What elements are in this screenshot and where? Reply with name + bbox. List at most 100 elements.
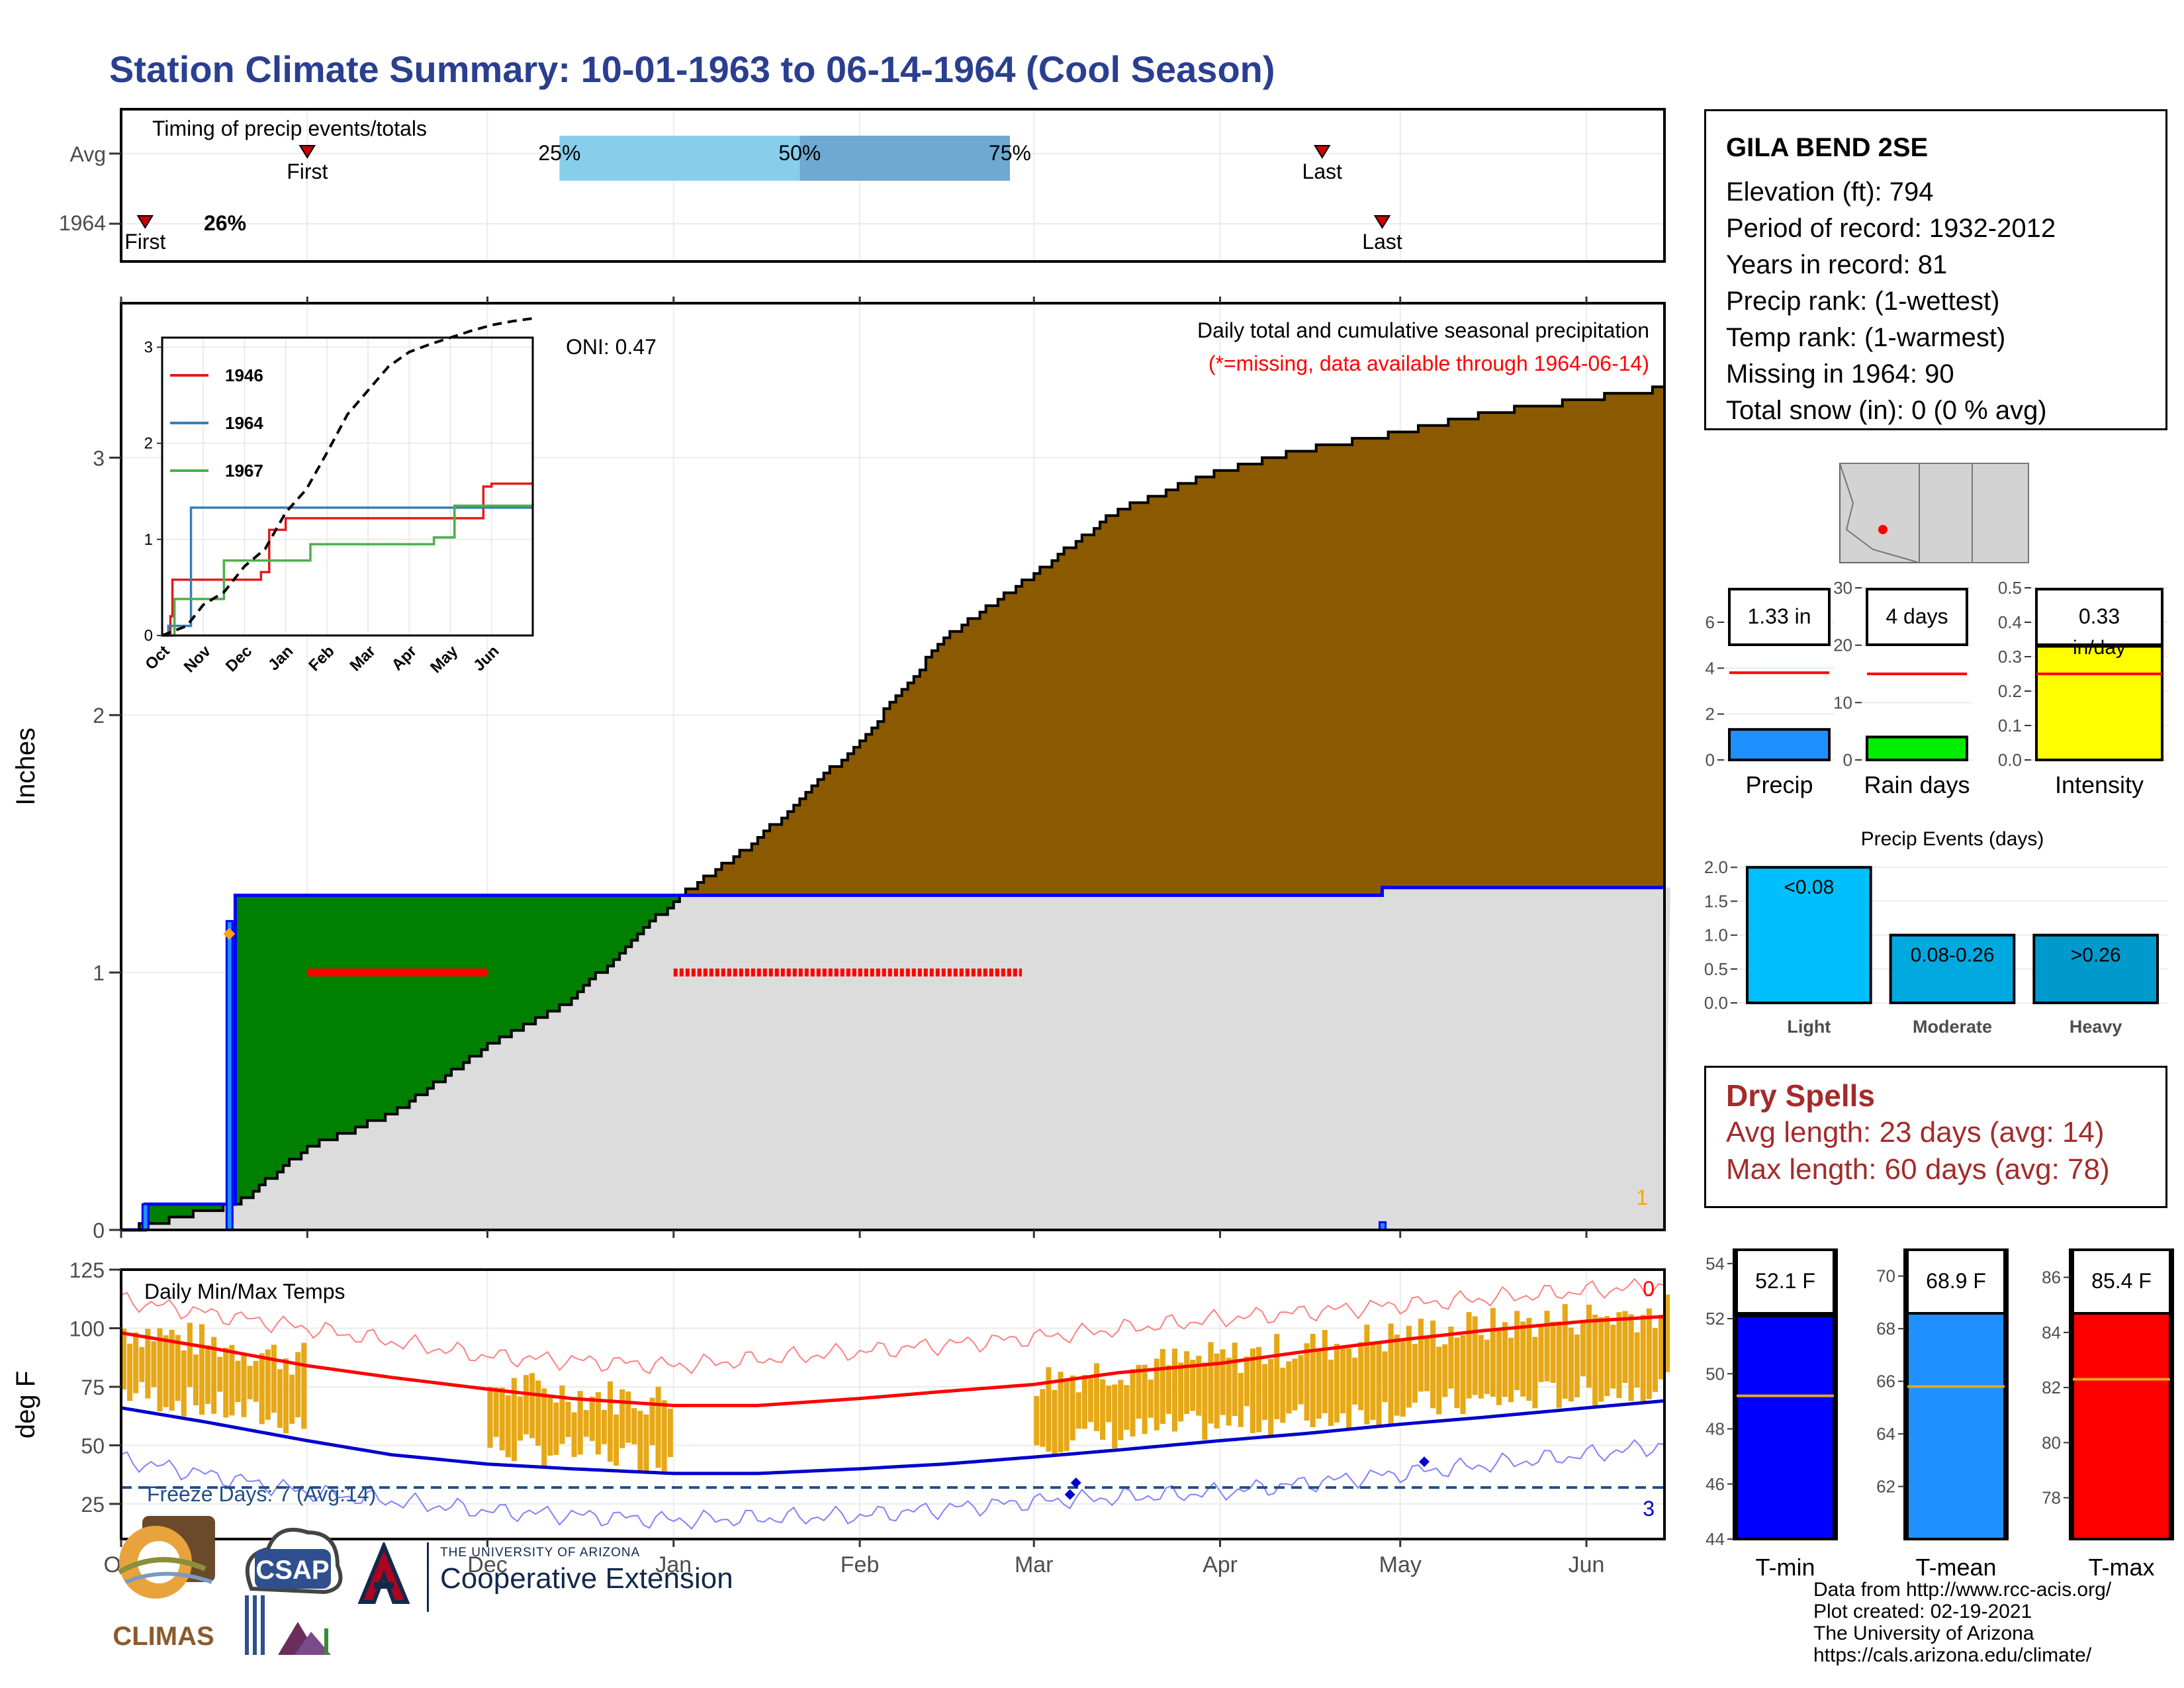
daily-temp-bar <box>211 1336 217 1414</box>
quartile-label-25: 25% <box>538 141 580 165</box>
events-x-label-moderate: Moderate <box>1913 1017 1992 1037</box>
ua-logo <box>357 1542 410 1604</box>
climas-logo: CLIMAS <box>113 1516 215 1651</box>
daily-temp-bar <box>1075 1392 1081 1429</box>
intensity-summary-y-tick-label: 0.4 <box>1998 612 2022 632</box>
daily-temp-bar <box>1064 1379 1069 1451</box>
quartile-label-75: 75% <box>989 141 1031 165</box>
events-bar-heavy <box>2032 933 2159 1004</box>
daily-temp-bar <box>505 1395 511 1458</box>
daily-temp-bar <box>1268 1358 1274 1436</box>
daily-temp-bar <box>181 1350 187 1417</box>
daily-temp-bar <box>1160 1348 1165 1425</box>
daily-temp-bar <box>565 1401 571 1437</box>
tmean-summary-y-tick-label: 64 <box>1876 1424 1895 1444</box>
daily-temp-bar <box>1490 1307 1496 1397</box>
season-cumulative-line <box>121 886 1664 1232</box>
daily-temp-bar <box>1292 1358 1298 1411</box>
temp-y-tick-label: 75 <box>81 1376 105 1399</box>
temp-y-tick-label: 125 <box>69 1258 105 1282</box>
daily-temp-bar <box>1508 1337 1514 1403</box>
daily-temp-bar <box>1069 1375 1075 1441</box>
daily-temp-bar <box>1448 1327 1454 1389</box>
daily-temp-bar <box>1412 1344 1418 1403</box>
station-elevation: Elevation (ft): 794 <box>1726 177 1934 207</box>
daily-temp-bar <box>1514 1311 1520 1390</box>
precip-summary-y-tick-label: 0 <box>1706 750 1715 770</box>
daily-temp-bar <box>1394 1335 1400 1416</box>
daily-temp-bar <box>1058 1372 1064 1452</box>
daily-temp-bar <box>1328 1359 1334 1427</box>
daily-temp-bar <box>1346 1348 1352 1429</box>
intensity-summary-value-box <box>2035 588 2163 646</box>
daily-temp-bar <box>283 1358 289 1434</box>
daily-temp-bar <box>1556 1321 1562 1408</box>
daily-temp-bar <box>1171 1348 1178 1432</box>
intensity-summary-y-tick-label: 0.2 <box>1998 681 2022 701</box>
csap-logo: CSAP <box>245 1527 343 1655</box>
daily-temp-bar <box>1430 1320 1436 1409</box>
station-missing: Missing in 1964: 90 <box>1726 359 1954 389</box>
tmin-summary-y-tick-label: 52 <box>1706 1309 1725 1329</box>
daily-temp-bar <box>1592 1314 1598 1406</box>
tmin-summary-frame <box>1733 1248 1838 1540</box>
events-x-label-heavy: Heavy <box>2070 1017 2122 1037</box>
daily-temp-bar <box>1100 1379 1106 1440</box>
tmin-summary-title: T-min <box>1756 1554 1815 1581</box>
daily-temp-bar <box>1484 1339 1490 1394</box>
daily-temp-bar <box>577 1391 583 1455</box>
daily-temp-bar <box>1184 1351 1190 1415</box>
tmin-summary-y-tick-label: 46 <box>1706 1474 1725 1494</box>
precip-corner-label: 1 <box>1636 1186 1648 1209</box>
daily-temp-bar <box>1406 1325 1412 1408</box>
daily-temp-bar <box>1148 1379 1154 1418</box>
daily-temp-bar <box>1640 1315 1646 1403</box>
avg-last-marker <box>1314 145 1331 159</box>
season-first-marker <box>136 215 154 229</box>
daily-temp-bar <box>1586 1304 1592 1388</box>
daily-temp-bar <box>1046 1367 1052 1452</box>
daily-temp-bar <box>1358 1342 1364 1411</box>
daily-temp-bar <box>139 1346 145 1382</box>
intensity-summary-title: Intensity <box>2055 771 2144 798</box>
events-bar-light <box>1746 866 1872 1004</box>
tmax-summary-y-tick-label: 80 <box>2042 1432 2061 1452</box>
precip-summary-bar <box>1728 727 1831 761</box>
daily-temp-bar <box>619 1389 625 1448</box>
ua-logo-divider <box>427 1542 429 1612</box>
freeze-days-label: Freeze Days: 7 (Avg:14) <box>147 1482 376 1506</box>
precip-panel-title: Daily total and cumulative seasonal prec… <box>1197 318 1649 342</box>
tmin-summary-y-tick-label: 44 <box>1706 1529 1725 1549</box>
tmean-summary-y-tick-label: 70 <box>1876 1266 1895 1286</box>
inset-series-1967 <box>162 502 534 637</box>
month-label-dec: Dec <box>467 1552 507 1577</box>
daily-temp-bar <box>523 1375 529 1434</box>
raindays-summary-value-label: 4 days <box>1886 604 1948 628</box>
daily-temp-bar <box>559 1385 565 1444</box>
daily-temp-bar <box>529 1373 535 1438</box>
daily-temp-bar <box>1502 1322 1508 1397</box>
daily-temp-bar <box>1580 1323 1586 1377</box>
daily-temp-bar <box>1658 1315 1664 1380</box>
daily-temp-bar <box>1652 1328 1658 1392</box>
daily-temp-bar <box>1178 1362 1184 1422</box>
freeze-marker <box>1070 1477 1081 1489</box>
daily-temp-bar <box>595 1392 601 1455</box>
daily-temp-bar <box>199 1324 205 1415</box>
daily-temp-bar <box>643 1414 649 1472</box>
tmean-summary-y-tick-label: 62 <box>1876 1477 1895 1497</box>
intensity-summary-unit-label: in/day <box>2073 637 2126 659</box>
daily-temp-bar <box>1370 1342 1376 1420</box>
daily-temp-bar <box>667 1409 673 1458</box>
average-cumulative-line <box>121 385 1664 1231</box>
month-label-apr: Apr <box>1203 1552 1238 1577</box>
avg-first-label: First <box>287 160 328 183</box>
inset-legend-label: 1964 <box>225 413 263 433</box>
daily-temp-bar <box>289 1374 295 1424</box>
daily-temp-bar <box>589 1396 595 1441</box>
timeline-row-1964: 1964 <box>59 211 106 235</box>
daily-temp-bar <box>1232 1342 1238 1417</box>
raindays-summary-title: Rain days <box>1864 771 1970 798</box>
daily-temp-bar <box>157 1328 163 1412</box>
tmin-summary-y-tick-label: 48 <box>1706 1419 1725 1439</box>
